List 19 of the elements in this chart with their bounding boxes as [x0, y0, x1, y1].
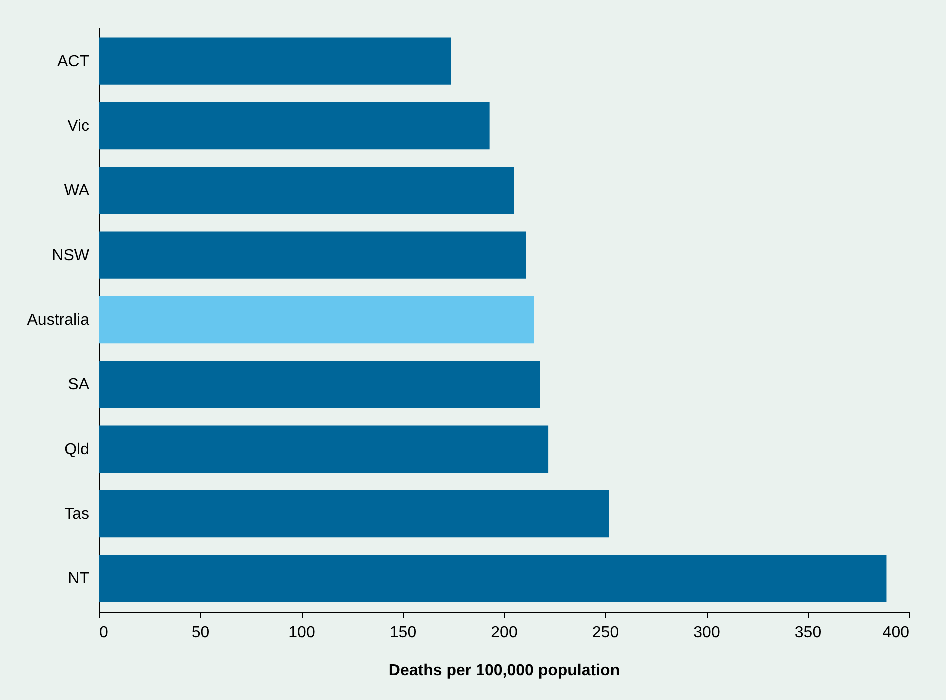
x-tick-label: 250 [592, 624, 620, 642]
y-tick-label: Australia [27, 312, 90, 329]
y-tick-label: SA [68, 376, 90, 394]
y-tick-label: WA [64, 182, 90, 200]
x-tick-label: 400 [882, 624, 910, 642]
y-tick-label: Vic [68, 118, 90, 135]
x-tick-label: 200 [491, 624, 518, 642]
x-tick-label: 100 [288, 624, 316, 642]
x-tick-label: 50 [192, 624, 210, 642]
y-tick-label: NSW [52, 247, 90, 264]
x-axis-title: Deaths per 100,000 population [388, 662, 620, 680]
x-tick-label: 350 [794, 624, 822, 642]
y-tick-label: Tas [64, 506, 90, 524]
y-tick-label: NT [68, 570, 90, 588]
x-tick-label: 0 [100, 624, 108, 642]
x-tick-label: 300 [694, 624, 720, 642]
x-tick-label: 150 [390, 624, 417, 642]
y-tick-label: ACT [58, 53, 90, 70]
y-tick-label: Qld [64, 441, 90, 458]
